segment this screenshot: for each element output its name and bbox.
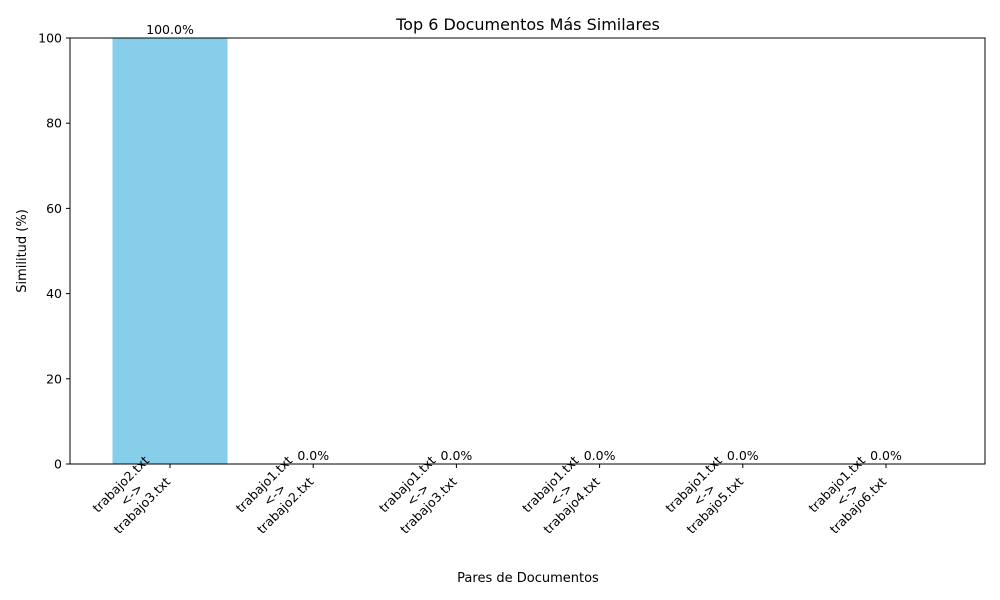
bar [112,38,228,464]
bar-value-label: 100.0% [146,22,194,37]
chart-title: Top 6 Documentos Más Similares [395,15,660,34]
bar-value-label: 0.0% [297,448,329,463]
x-axis-label: Pares de Documentos [457,571,599,586]
y-tick-label: 40 [46,286,62,301]
bars-layer: 100.0% 0.0% 0.0% 0.0% 0.0% 0.0% [112,22,902,464]
bar-value-label: 0.0% [441,448,473,463]
y-axis-label: Similitud (%) [15,209,30,293]
plot-frame [69,37,986,465]
y-tick-label: 100 [38,31,62,46]
y-tick-label: 60 [46,201,62,216]
bar-value-label: 0.0% [727,448,759,463]
y-tick-label: 20 [46,371,62,386]
y-tick-label: 80 [46,116,62,131]
y-tick-label: 0 [54,457,62,472]
bar-value-label: 0.0% [584,448,616,463]
bar-value-label: 0.0% [870,448,902,463]
